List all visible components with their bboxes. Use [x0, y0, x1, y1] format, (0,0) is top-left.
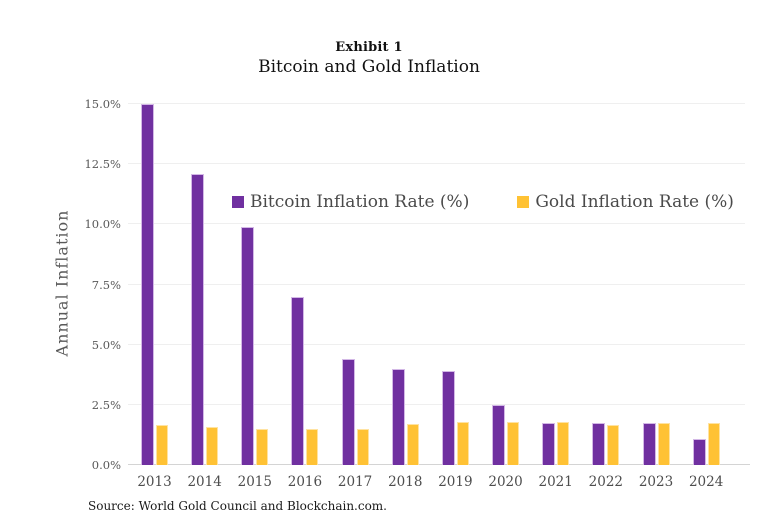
bitcoin-bar-2016 — [291, 296, 305, 465]
bitcoin-bar-2021 — [542, 422, 556, 465]
x-tick-label-2017: 2017 — [337, 474, 373, 490]
gridline-0.0% — [128, 464, 750, 465]
legend-item-bitcoin: Bitcoin Inflation Rate (%) — [232, 192, 469, 212]
y-tick-label-5.0%: 5.0% — [91, 337, 121, 352]
gold-bar-2018 — [406, 424, 419, 465]
gold-bar-2015 — [256, 428, 269, 465]
exhibit-label: Exhibit 1 — [335, 40, 403, 55]
bitcoin-bar-2020 — [492, 404, 506, 465]
y-tick-label-7.5%: 7.5% — [91, 277, 121, 292]
bitcoin-bar-2023 — [642, 423, 656, 465]
gold-bar-2022 — [607, 425, 620, 465]
x-tick-label-2018: 2018 — [388, 474, 423, 490]
gold-bar-2019 — [456, 421, 469, 465]
y-tick-label-2.5%: 2.5% — [91, 397, 121, 412]
gridline-2.5% — [128, 403, 745, 405]
bitcoin-bar-2015 — [241, 226, 255, 465]
x-tick-label-2023: 2023 — [638, 474, 674, 490]
bitcoin-bar-2017 — [341, 359, 355, 465]
y-tick-label-0.0%: 0.0% — [91, 458, 121, 472]
x-tick-label-2015: 2015 — [237, 474, 272, 490]
source-note: Source: World Gold Council and Blockchai… — [88, 499, 387, 513]
bitcoin-bar-2024 — [692, 438, 706, 465]
x-tick-label-2013: 2013 — [137, 474, 172, 490]
gold-bar-2023 — [657, 423, 670, 465]
legend-item-gold: Gold Inflation Rate (%) — [517, 192, 734, 212]
gold-bar-2013 — [156, 425, 168, 465]
x-tick-label-2020: 2020 — [488, 474, 523, 490]
legend-label-gold: Gold Inflation Rate (%) — [535, 192, 734, 212]
gold-bar-2017 — [356, 428, 369, 465]
x-tick-label-2014: 2014 — [187, 474, 222, 490]
y-tick-label-10.0%: 10.0% — [84, 217, 121, 232]
bitcoin-bar-2019 — [441, 371, 455, 465]
gold-bar-2020 — [507, 421, 520, 465]
x-tick-label-2021: 2021 — [538, 474, 573, 490]
legend: Bitcoin Inflation Rate (%) Gold Inflation… — [232, 192, 734, 212]
plot-area: Bitcoin Inflation Rate (%) Gold Inflation… — [128, 103, 750, 465]
legend-label-bitcoin: Bitcoin Inflation Rate (%) — [250, 192, 470, 212]
gold-bar-2021 — [557, 421, 570, 465]
bitcoin-bar-2018 — [391, 368, 405, 465]
y-tick-label-12.5%: 12.5% — [84, 157, 121, 172]
chart-title: Bitcoin and Gold Inflation — [258, 57, 480, 77]
gridline-5.0% — [128, 343, 745, 345]
x-tick-label-2019: 2019 — [438, 474, 473, 490]
x-tick-label-2024: 2024 — [688, 474, 724, 490]
gold-bar-2014 — [206, 426, 219, 465]
title-block: Exhibit 1 Bitcoin and Gold Inflation — [0, 40, 738, 77]
bitcoin-bar-2014 — [191, 173, 205, 465]
x-tick-label-2022: 2022 — [588, 474, 624, 490]
bitcoin-bar-2022 — [592, 422, 606, 465]
bitcoin-bar-2013 — [141, 104, 154, 465]
y-tick-label-15.0%: 15.0% — [84, 97, 121, 111]
x-tick-label-2016: 2016 — [287, 474, 323, 490]
gridline-10.0% — [128, 223, 745, 225]
gridline-7.5% — [128, 283, 745, 285]
gridline-12.5% — [128, 163, 745, 165]
gold-bar-2016 — [306, 428, 319, 465]
gridline-15.0% — [128, 103, 745, 104]
gold-bar-2024 — [707, 422, 720, 465]
gold-swatch-icon — [517, 196, 530, 208]
bitcoin-swatch-icon — [232, 196, 244, 208]
